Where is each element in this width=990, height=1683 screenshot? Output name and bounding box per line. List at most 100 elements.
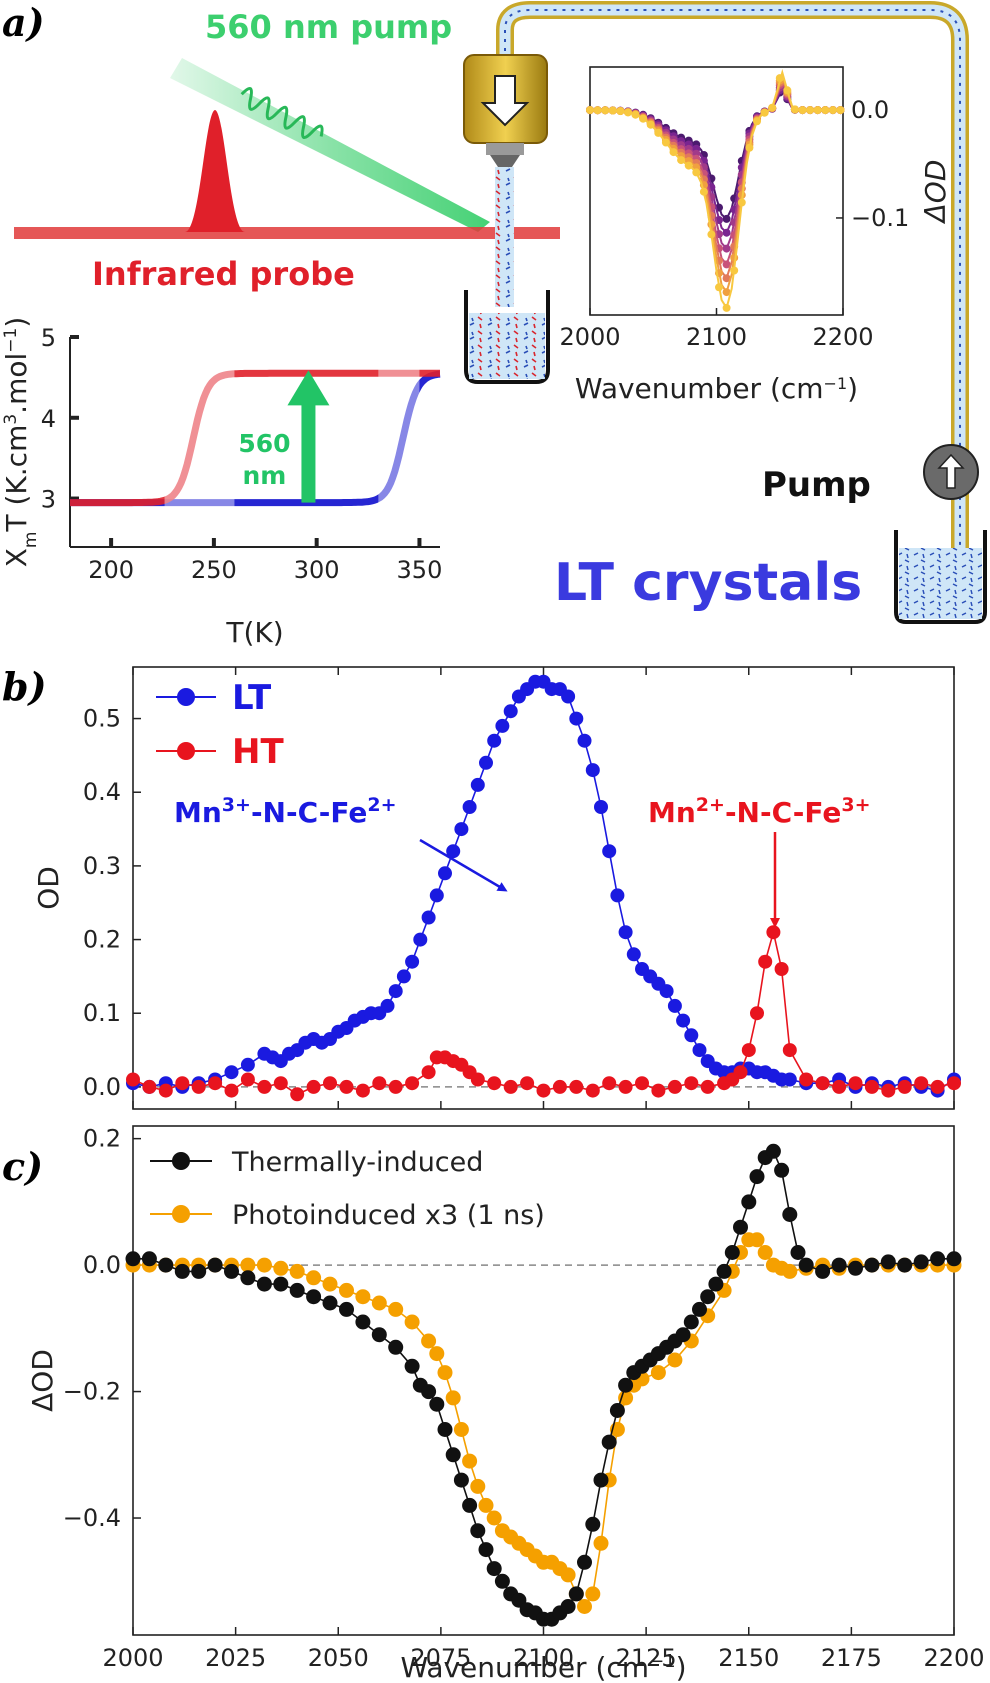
transient-point	[661, 138, 670, 147]
series-thermal-point	[585, 1516, 601, 1532]
inset-magnetic: 3 4 5 200 250 300 350 T(K) XmT (K.cm3.mol−1) 560 n…	[0, 317, 442, 649]
series-thermal-point	[593, 1472, 609, 1488]
x-tick-label: 2050	[308, 1644, 369, 1672]
transient-point	[616, 107, 625, 116]
series-photoinduced-point	[371, 1295, 387, 1311]
transient-point	[684, 161, 693, 170]
series-lt-point	[479, 755, 493, 770]
series-lt-point	[380, 998, 395, 1013]
series-ht-point	[405, 1076, 420, 1091]
series-ht-point	[651, 1083, 666, 1098]
series-ht-point	[323, 1076, 337, 1091]
series-ht-point	[175, 1076, 190, 1091]
series-lt-point	[429, 888, 444, 903]
y-axis-label: OD	[32, 866, 65, 910]
transient-point	[798, 106, 807, 115]
probe-beam	[14, 227, 560, 239]
series-ht-point	[881, 1083, 896, 1098]
series-ht-point	[487, 1076, 502, 1091]
transient-point	[601, 106, 610, 115]
transient-point	[806, 106, 815, 115]
y-axis-label: XmT (K.cm3.mol−1)	[0, 317, 41, 568]
x-tick-label: 2200	[812, 323, 873, 351]
series-thermal-point	[224, 1263, 239, 1279]
series-lt-point	[438, 866, 452, 881]
pump-wave-packet	[240, 87, 324, 139]
transient-point	[722, 260, 731, 269]
series-photoinduced-point	[445, 1390, 461, 1406]
series-ht-point	[750, 1006, 764, 1021]
series-ht-point	[142, 1079, 157, 1094]
legend-marker	[172, 1205, 190, 1223]
series-thermal-point	[880, 1254, 896, 1270]
series-ht-point	[470, 1072, 485, 1087]
series-ht-point	[290, 1087, 305, 1102]
y-tick-label: 0.1	[83, 999, 121, 1027]
series-photoinduced-point	[453, 1422, 469, 1437]
annotation-lt: Mn3+-N-C-Fe2+	[174, 794, 397, 829]
transient-point	[722, 288, 731, 297]
reservoir-beaker	[894, 530, 987, 624]
series-lt-point	[577, 733, 592, 748]
x-tick-label: 300	[294, 556, 340, 584]
y-tick-label: 0.2	[83, 1125, 121, 1153]
series-ht-point	[208, 1076, 223, 1091]
probe-label: Infrared probe	[92, 255, 355, 293]
series-thermal-point	[749, 1169, 765, 1185]
arrow-label: nm	[243, 461, 287, 490]
transient-point	[707, 230, 716, 239]
series-photoinduced-point	[306, 1270, 322, 1286]
series-thermal-point	[798, 1257, 814, 1273]
series-photoinduced-point	[404, 1314, 420, 1330]
panel-c: c) 0.2 0.0 −0.2 −0.4 2000 2025 2050 2075 2100 212…	[2, 1125, 985, 1683]
series-thermal-point	[568, 1586, 584, 1602]
transient-point	[753, 117, 761, 126]
series-lt-point	[602, 844, 617, 859]
series-ht-point	[914, 1076, 929, 1091]
series-ht-point	[700, 1079, 715, 1094]
x-tick-label: 2075	[410, 1644, 471, 1672]
series-photoinduced-point	[322, 1276, 338, 1292]
series-lt-point	[782, 1072, 797, 1087]
crystals-label: LT crystals	[554, 553, 862, 613]
series-lt-point	[503, 704, 518, 719]
transient-point	[722, 274, 731, 283]
series-thermal-point	[848, 1260, 863, 1276]
panel-label-b: b)	[2, 664, 47, 709]
panel-b: b) 0.0 0.1 0.2 0.3 0.4 0.5 OD LT HT Mn3+-N-C-Fe2+…	[2, 664, 961, 1110]
series-thermal-point	[913, 1254, 929, 1270]
series-photoinduced-point	[782, 1263, 798, 1279]
y-tick-label: 0.5	[83, 705, 121, 733]
x-tick-label: 2100	[686, 323, 747, 351]
series-photoinduced-point	[289, 1263, 305, 1279]
series-photoinduced-point	[421, 1333, 437, 1349]
transient-point	[639, 114, 648, 123]
series-ht-point	[240, 1072, 255, 1087]
transient-point	[821, 106, 830, 115]
series-ht-point	[257, 1079, 272, 1094]
transient-point	[775, 74, 784, 83]
x-tick-label: 2175	[821, 1644, 882, 1672]
series-thermal-point	[741, 1194, 757, 1210]
series-ht-point	[766, 925, 781, 940]
series-thermal-point	[733, 1219, 748, 1235]
series-ht-point	[733, 1065, 748, 1080]
transition-fade	[164, 363, 235, 513]
series-thermal-point	[708, 1276, 724, 1292]
series-ht-point	[602, 1076, 617, 1091]
legend-label: LT	[232, 678, 272, 718]
transient-point	[730, 266, 739, 275]
series-lt-point	[561, 689, 576, 704]
series-ht-point	[355, 1083, 370, 1098]
series-lt-point	[692, 1043, 707, 1058]
series-ht-point	[339, 1079, 354, 1094]
series-photoinduced-point	[486, 1510, 502, 1526]
inset-frame	[589, 66, 844, 316]
series-thermal-point	[782, 1207, 798, 1222]
y-tick-label: 0.0	[83, 1251, 121, 1279]
series-lt-point	[667, 998, 682, 1013]
series-photoinduced-point	[429, 1346, 445, 1362]
transient-point	[760, 108, 769, 117]
series-ht-point	[618, 1079, 633, 1094]
